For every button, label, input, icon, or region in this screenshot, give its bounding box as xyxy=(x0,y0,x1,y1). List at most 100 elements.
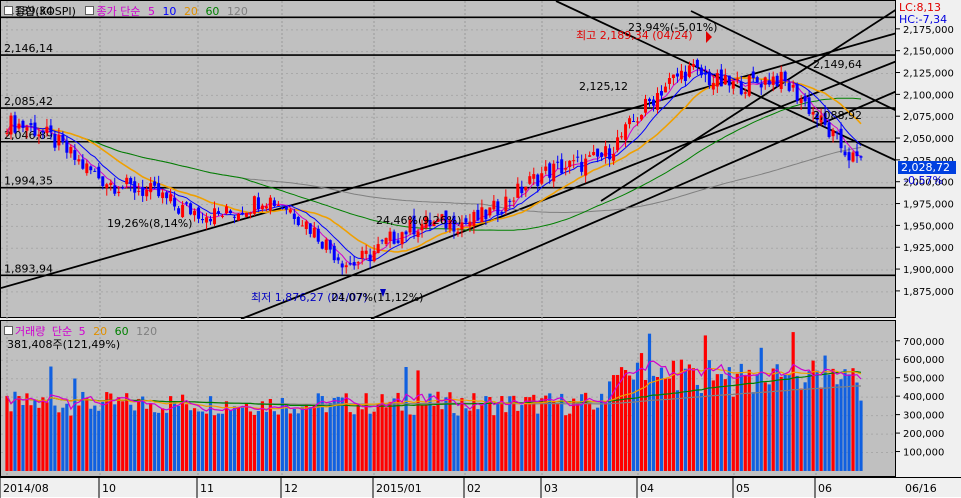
candle-body xyxy=(61,134,65,143)
volume-bar xyxy=(735,373,739,471)
candle-body xyxy=(731,81,735,89)
candle-body xyxy=(464,218,468,223)
candle-body xyxy=(244,212,248,217)
candle-body xyxy=(428,219,432,227)
volume-bar xyxy=(779,376,783,471)
volume-bar xyxy=(21,405,25,471)
level-label: 1,994,35 xyxy=(4,175,53,188)
volume-chart-svg[interactable] xyxy=(1,321,897,478)
chart-annotation: 2,088,92 xyxy=(813,109,862,122)
candle-body xyxy=(540,173,544,184)
candle-body xyxy=(799,99,803,104)
candle-body xyxy=(288,209,292,213)
price-chart-svg[interactable]: 2,189,342,146,142,085,422,046,891,994,35… xyxy=(1,1,897,319)
volume-bar xyxy=(791,332,795,471)
candle-body xyxy=(819,115,823,123)
candle-body xyxy=(679,70,683,80)
volume-bar xyxy=(17,396,21,471)
candle-body xyxy=(109,182,113,185)
volume-bar xyxy=(715,374,719,471)
candle-body xyxy=(839,128,843,149)
price-tick-label: 2,100,000 xyxy=(903,90,954,101)
volume-bar xyxy=(496,401,500,471)
volume-bar xyxy=(623,370,628,471)
volume-bar xyxy=(488,397,492,471)
volume-bar xyxy=(212,415,217,471)
candle-body xyxy=(21,120,25,128)
candle-body xyxy=(209,218,213,222)
price-axis: 2,175,000 2,150,000 2,125,000 2,100,000 2,07… xyxy=(896,0,961,318)
candle-body xyxy=(659,91,663,96)
candle-body xyxy=(667,78,671,84)
volume-bar xyxy=(520,405,524,471)
candle-body xyxy=(376,244,380,253)
date-tick-label: 05 xyxy=(736,482,750,495)
candle-body xyxy=(141,187,145,196)
volume-bar xyxy=(248,411,253,471)
volume-bar xyxy=(149,403,153,471)
date-tick-label: 03 xyxy=(544,482,558,495)
candle-body xyxy=(217,211,221,214)
volume-bar xyxy=(444,397,448,471)
panel-marker-icon xyxy=(4,6,13,15)
candle-body xyxy=(683,71,687,82)
candle-body xyxy=(636,121,640,123)
volume-bar xyxy=(344,393,348,471)
candle-body xyxy=(739,81,743,95)
candle-body xyxy=(125,177,129,185)
volume-bar xyxy=(492,415,496,471)
candle-body xyxy=(632,121,636,123)
volume-bar xyxy=(476,409,480,471)
candle-body xyxy=(719,69,723,87)
vol-ma-60-label: 60 xyxy=(114,325,129,338)
volume-bar xyxy=(9,411,13,471)
volume-bar xyxy=(157,412,161,471)
volume-bar xyxy=(65,403,69,471)
candle-body xyxy=(201,219,205,221)
volume-bar xyxy=(631,379,636,471)
candle-body xyxy=(360,250,364,259)
candle-body xyxy=(29,123,33,126)
level-label: 2,085,42 xyxy=(4,95,53,108)
volume-bar xyxy=(53,405,57,471)
volume-bar xyxy=(516,410,520,471)
candle-body xyxy=(161,192,165,199)
volume-bar xyxy=(129,404,133,471)
volume-bar xyxy=(803,382,807,471)
candle-body xyxy=(5,132,9,134)
candle-body xyxy=(304,221,308,230)
ma-10-line xyxy=(6,72,862,262)
price-tick-label: 1,875,000 xyxy=(903,287,954,298)
volume-bar xyxy=(113,404,117,471)
candle-body xyxy=(544,166,548,171)
volume-bar xyxy=(320,396,324,471)
volume-bar xyxy=(659,367,664,471)
candle-body xyxy=(584,158,588,176)
candle-body xyxy=(13,115,17,133)
price-panel[interactable]: 2,189,34 2,146,14 2,085,42 2,046,89 1,994,35… xyxy=(0,0,897,319)
candle-body xyxy=(608,148,612,160)
panel-marker-icon xyxy=(4,326,13,335)
current-price: 2,028,72 xyxy=(901,161,950,174)
chart-annotation: 24,07%(11,12%) xyxy=(331,291,423,304)
date-axis: 2014/08 10 11 12 2015/01 02 03 04 05 06 06/16 xyxy=(0,477,961,498)
candle-body xyxy=(340,263,344,268)
price-tick-label: 2,050,000 xyxy=(903,134,954,145)
volume-ma-20-line xyxy=(6,368,862,410)
candle-body xyxy=(747,75,751,96)
volume-bar xyxy=(196,411,201,471)
volume-panel[interactable]: 거래량 단순 5 20 60 120 381,408주(121,49%) xyxy=(0,320,897,478)
candle-body xyxy=(727,75,731,86)
candle-body xyxy=(743,92,747,94)
candle-body xyxy=(492,200,496,210)
volume-bar xyxy=(719,374,723,471)
volume-bar xyxy=(596,407,600,471)
volume-bar xyxy=(500,396,504,471)
candle-body xyxy=(755,77,759,83)
candle-body xyxy=(815,114,819,120)
price-tick-label: 1,975,000 xyxy=(903,200,954,211)
volume-axis-svg: 700,000 600,000 500,000 400,000 300,000 200,0… xyxy=(896,337,944,459)
volume-bar xyxy=(524,397,528,471)
volume-bar xyxy=(564,415,568,471)
candle-body xyxy=(640,114,644,120)
